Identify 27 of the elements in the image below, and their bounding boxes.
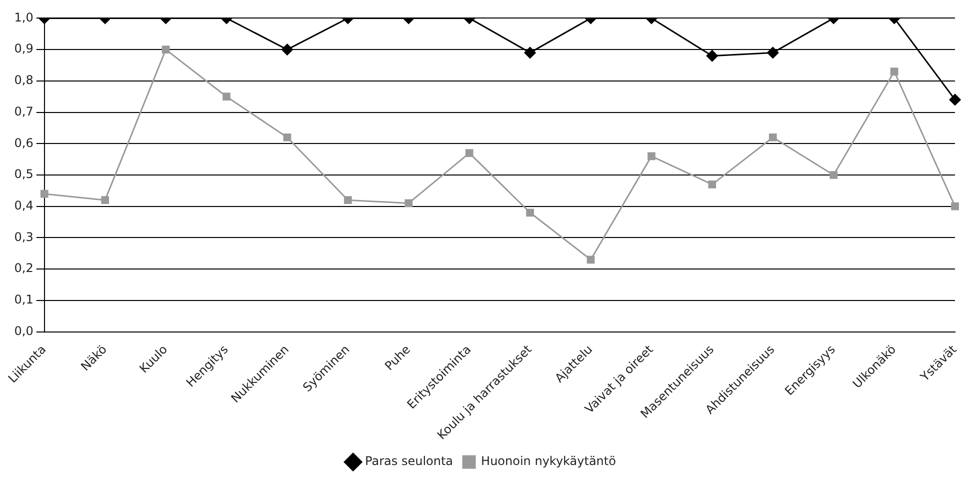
y-tick-label: 0,7 bbox=[14, 104, 34, 118]
y-tick-label: 0,2 bbox=[14, 261, 34, 276]
point bbox=[830, 171, 838, 179]
point bbox=[648, 152, 656, 160]
point bbox=[951, 202, 959, 210]
y-tick-label: 0,6 bbox=[14, 136, 34, 150]
y-tick-label: 0,5 bbox=[14, 167, 34, 182]
y-tick-label: 0,1 bbox=[14, 292, 34, 307]
point bbox=[222, 92, 230, 101]
point bbox=[768, 133, 777, 142]
y-tick-label: 0,4 bbox=[14, 198, 34, 212]
point bbox=[344, 196, 352, 204]
point bbox=[586, 256, 595, 264]
y-tick-label: 0,8 bbox=[14, 73, 34, 88]
point bbox=[708, 180, 716, 188]
y-tick-label: 0,9 bbox=[14, 42, 34, 56]
legend-label: Huonoin nykykäytäntö bbox=[481, 454, 616, 468]
point bbox=[465, 149, 474, 157]
point bbox=[283, 133, 292, 142]
y-tick-label: 0,0 bbox=[14, 324, 34, 338]
point bbox=[40, 190, 48, 198]
y-tick-label: 0,3 bbox=[14, 230, 34, 244]
point bbox=[526, 208, 534, 217]
y-tick-label: 1,0 bbox=[14, 10, 34, 24]
legend-label: Paras seulonta bbox=[365, 454, 454, 468]
point bbox=[404, 199, 413, 208]
point bbox=[101, 196, 110, 204]
